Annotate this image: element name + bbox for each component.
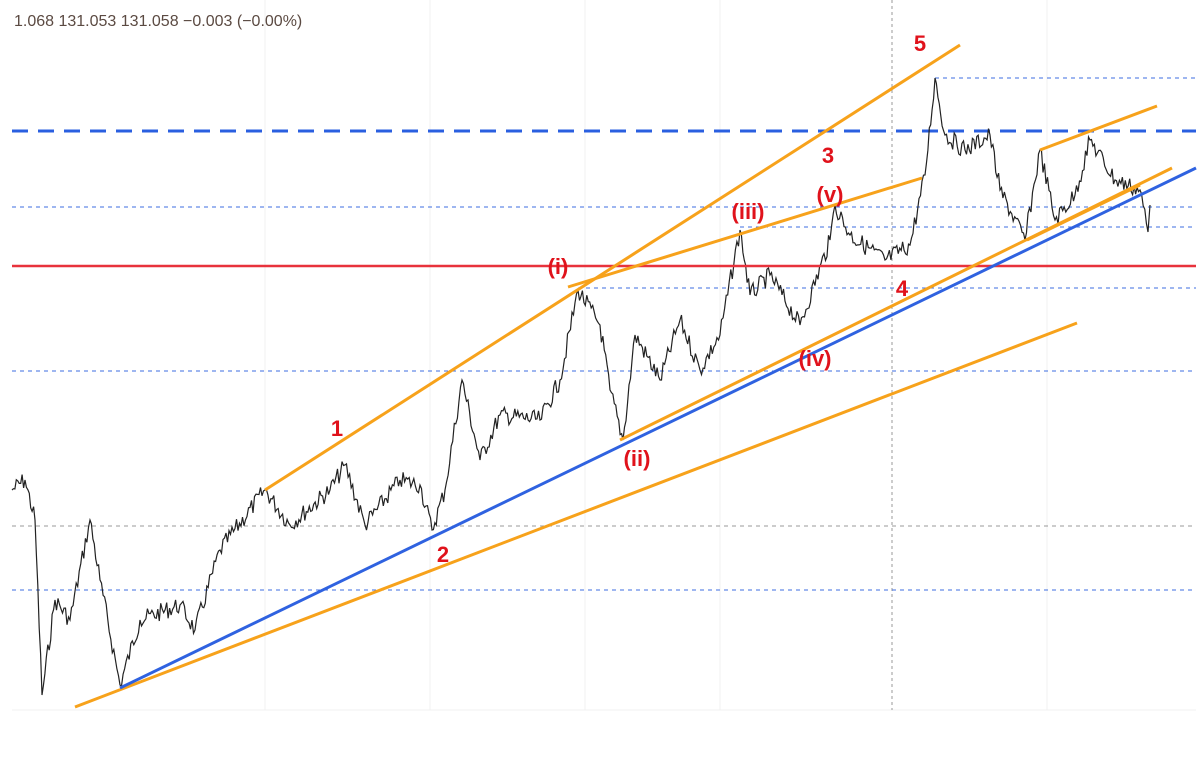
channel-right-bottom — [1026, 183, 1141, 242]
wave-label: 2 — [437, 542, 449, 567]
trend-line-blue — [119, 166, 1197, 690]
levels — [12, 77, 1196, 591]
wave-label: 1 — [331, 416, 343, 441]
trend-lines — [74, 43, 1173, 709]
wave-label: (v) — [817, 182, 844, 207]
quote-header: 1.068 131.053 131.058 −0.003 (−0.00%) — [14, 13, 302, 30]
wave-label: (i) — [548, 254, 569, 279]
wave-label: 5 — [914, 31, 926, 56]
channel-top — [264, 43, 961, 492]
wave-label: (iv) — [799, 346, 832, 371]
wave-label: 4 — [896, 276, 909, 301]
wave-line — [567, 176, 923, 289]
grid — [12, 0, 1196, 711]
wave-label: 3 — [822, 143, 834, 168]
price-line — [11, 77, 1151, 696]
channel-bottom — [74, 321, 1078, 709]
wave-label: (ii) — [624, 446, 651, 471]
wave-label: (iii) — [732, 199, 765, 224]
channel-right-top — [1039, 104, 1158, 152]
